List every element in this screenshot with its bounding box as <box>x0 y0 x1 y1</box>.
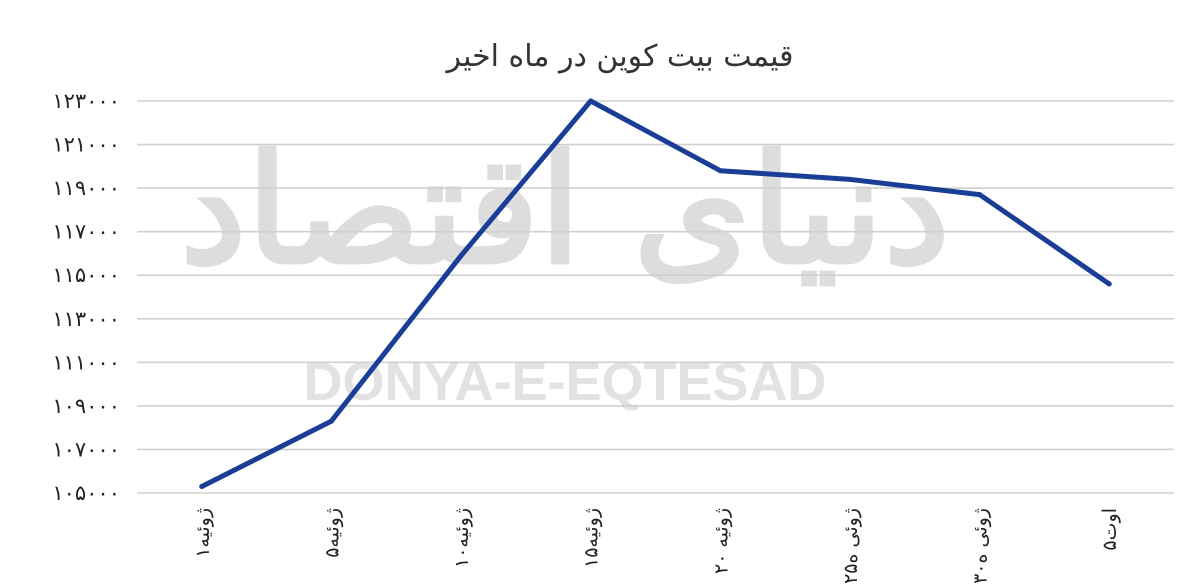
data-point <box>458 253 464 259</box>
y-tick-label: ۱۰۹۰۰۰ <box>52 394 120 418</box>
watermark-persian: دنیای اقتصاد <box>180 122 950 298</box>
x-tick-label: ۳۰ژوئی ه <box>970 508 992 584</box>
x-tick-label: ۲۰ ژوئیه <box>710 508 732 574</box>
y-tick-label: ۱۰۵۰۰۰ <box>52 481 120 505</box>
y-tick-label: ۱۰۷۰۰۰ <box>52 437 120 461</box>
x-tick-label: ۲۵ژوئی ه <box>840 508 862 584</box>
y-tick-label: ۱۲۳۰۰۰ <box>52 89 120 113</box>
x-axis-ticks: ۱ژوئیه ۵ژوئیه ۱۰ژوئیه ۱۵ژوئیه ۲۰ ژوئیه ۲۵ژوئی… <box>192 508 1121 584</box>
x-tick-label: ۱ژوئیه <box>192 508 214 558</box>
x-tick-label: ۵ژوئیه <box>321 508 343 558</box>
data-point <box>1106 281 1112 287</box>
y-tick-label: ۱۲۱۰۰۰ <box>52 133 120 157</box>
y-tick-label: ۱۱۷۰۰۰ <box>52 220 120 244</box>
series-layer <box>199 98 1112 489</box>
gridlines <box>137 100 1174 494</box>
data-point <box>847 176 853 182</box>
x-tick-label: ۵اوت <box>1099 508 1121 551</box>
y-tick-label: ۱۱۱۰۰۰ <box>52 350 120 374</box>
series-line <box>199 98 1112 489</box>
data-point <box>977 192 983 198</box>
data-point <box>717 168 723 174</box>
data-point <box>328 418 334 424</box>
chart-title: قیمت بیت کوین در ماه اخیر <box>445 39 794 74</box>
x-tick-label: ۱۰ژوئیه <box>451 508 473 568</box>
watermark-latin: DONYA-E-EQTESAD <box>303 352 826 412</box>
data-point <box>588 98 594 104</box>
data-point <box>199 483 205 489</box>
x-tick-label: ۱۵ژوئیه <box>581 508 603 568</box>
y-tick-label: ۱۱۵۰۰۰ <box>52 263 120 287</box>
y-axis-ticks: ۱۲۳۰۰۰ ۱۲۱۰۰۰ ۱۱۹۰۰۰ ۱۱۷۰۰۰ ۱۱۵۰۰۰ ۱۱۳۰۰۰ ۱۱۱۰… <box>52 89 120 505</box>
y-tick-label: ۱۱۹۰۰۰ <box>52 176 120 200</box>
y-tick-label: ۱۱۳۰۰۰ <box>52 307 120 331</box>
